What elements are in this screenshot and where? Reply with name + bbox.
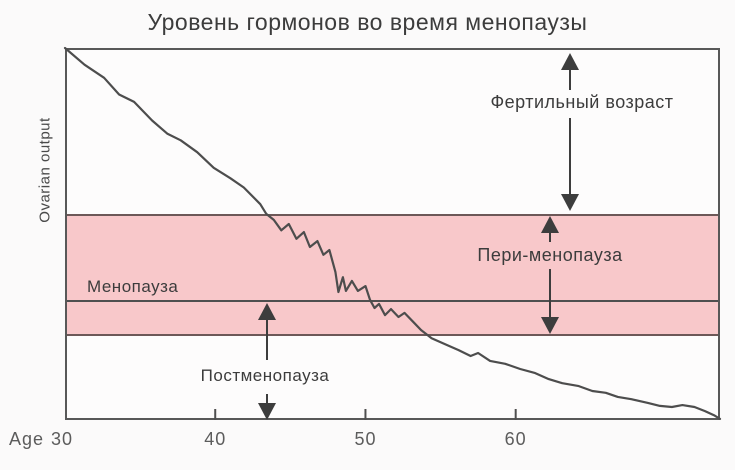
postmenopause-label: Постменопауза [200, 366, 330, 385]
y-axis-label: Ovarian output [36, 117, 54, 223]
chart-title: Уровень гормонов во время менопаузы [147, 9, 588, 35]
menopause-line [67, 300, 718, 303]
age-prefix: Age [9, 429, 45, 449]
x-tick-label-40: 40 [204, 429, 227, 449]
menopause-label: Менопауза [87, 277, 179, 296]
x-tick-label-30: 30 [51, 429, 74, 449]
fertile-age-label: Фертильный возраст [490, 92, 674, 112]
x-tick-label-50: 50 [354, 429, 377, 449]
x-tick-label-60: 60 [504, 429, 527, 449]
x-axis-origin-label: Age 30 [9, 429, 80, 450]
peri-menopause-band [67, 213, 718, 336]
peri-menopause-label: Пери-менопауза [477, 245, 623, 265]
